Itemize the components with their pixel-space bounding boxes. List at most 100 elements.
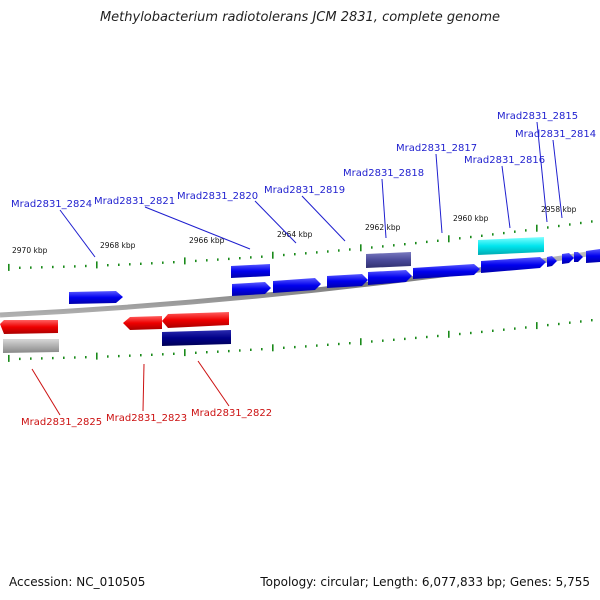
minor-tick	[250, 256, 252, 259]
minor-tick	[514, 230, 516, 233]
major-tick	[96, 261, 98, 269]
minor-tick	[371, 340, 373, 343]
minor-tick	[206, 259, 208, 262]
leader-line	[435, 153, 443, 234]
minor-tick	[151, 262, 153, 265]
minor-tick	[74, 356, 76, 359]
minor-tick	[173, 352, 175, 355]
minor-tick	[415, 336, 417, 340]
gene-label[interactable]: Mrad2831_2825	[21, 417, 102, 428]
gene-label[interactable]: Mrad2831_2822	[191, 408, 272, 419]
gene-label[interactable]: Mrad2831_2814	[515, 129, 596, 140]
leader-line	[301, 195, 346, 242]
minor-tick	[580, 320, 582, 323]
gene-arrow-forward[interactable]	[413, 264, 480, 279]
minor-tick	[261, 348, 263, 351]
gene-label[interactable]: Mrad2831_2816	[464, 155, 545, 166]
gene-arrow-forward[interactable]	[562, 253, 574, 264]
gene-box-highlighted[interactable]	[478, 237, 544, 255]
major-tick	[96, 352, 98, 360]
minor-tick	[393, 244, 395, 247]
gene-label[interactable]: Mrad2831_2824	[11, 199, 92, 210]
minor-tick	[283, 253, 285, 257]
scale-ticks-inner	[8, 319, 593, 362]
minor-tick	[52, 265, 54, 269]
minor-tick	[195, 351, 197, 354]
major-tick	[536, 322, 538, 330]
minor-tick	[470, 331, 472, 335]
leader-line	[501, 165, 511, 229]
minor-tick	[239, 349, 241, 352]
minor-tick	[30, 266, 32, 269]
major-tick	[360, 244, 362, 252]
minor-tick	[129, 354, 131, 357]
minor-tick	[338, 342, 340, 346]
gene-arrow-forward[interactable]	[368, 270, 412, 285]
minor-tick	[393, 338, 395, 341]
minor-tick	[459, 237, 461, 240]
minor-tick	[239, 257, 241, 260]
gene-arrow-reverse[interactable]	[162, 312, 229, 328]
leader-line	[536, 121, 548, 223]
minor-tick	[459, 332, 461, 336]
minor-tick	[503, 231, 505, 235]
minor-tick	[547, 323, 549, 327]
gene-arrow-forward[interactable]	[231, 264, 270, 278]
leader-line	[31, 368, 61, 416]
minor-tick	[228, 257, 230, 261]
gene-arrow-forward[interactable]	[586, 249, 600, 263]
gene-arrow-forward[interactable]	[69, 291, 123, 304]
gene-arrow-reverse[interactable]	[123, 316, 162, 330]
minor-tick	[525, 229, 527, 232]
gene-arrow-forward[interactable]	[574, 252, 583, 262]
minor-tick	[305, 345, 307, 348]
gene-label[interactable]: Mrad2831_2819	[264, 185, 345, 196]
gene-box-slate[interactable]	[366, 252, 411, 268]
leader-line	[381, 178, 387, 239]
reverse-gene-labels: Mrad2831_2825 Mrad2831_2823 Mrad2831_282…	[21, 408, 272, 428]
minor-tick	[349, 342, 351, 345]
kbp-label: 2964 kbp	[277, 230, 313, 239]
kbp-label: 2970 kbp	[12, 246, 48, 255]
gene-arrow-forward[interactable]	[481, 257, 546, 273]
minor-tick	[580, 221, 582, 225]
leader-line	[552, 139, 563, 219]
minor-tick	[327, 250, 329, 253]
gene-arrow-forward[interactable]	[547, 256, 557, 267]
minor-tick	[19, 357, 21, 361]
gene-arrow-forward[interactable]	[327, 274, 368, 288]
minor-tick	[404, 243, 406, 246]
major-tick	[360, 338, 362, 346]
gene-label[interactable]: Mrad2831_2821	[94, 196, 175, 207]
gene-arrow-forward[interactable]	[232, 282, 271, 296]
leader-line	[254, 200, 297, 244]
minor-tick	[492, 233, 494, 236]
gene-label[interactable]: Mrad2831_2815	[497, 111, 578, 122]
minor-tick	[63, 265, 65, 268]
minor-tick	[382, 245, 384, 248]
gene-box-gray[interactable]	[3, 339, 59, 353]
major-tick	[448, 235, 450, 243]
gene-label[interactable]: Mrad2831_2817	[396, 143, 477, 154]
gene-arrow-reverse[interactable]	[0, 320, 58, 334]
kbp-labels: 2970 kbp 2968 kbp 2966 kbp 2964 kbp 2962…	[12, 205, 577, 255]
minor-tick	[316, 344, 318, 347]
gene-label[interactable]: Mrad2831_2820	[177, 191, 258, 202]
minor-tick	[250, 348, 252, 351]
gene-label[interactable]: Mrad2831_2818	[343, 168, 424, 179]
gene-box-dark-blue[interactable]	[162, 330, 231, 346]
accession-text: Accession: NC_010505	[9, 575, 146, 589]
minor-tick	[437, 334, 439, 338]
gene-arrow-forward[interactable]	[273, 278, 321, 293]
minor-tick	[569, 321, 571, 324]
minor-tick	[118, 263, 120, 266]
major-tick	[184, 349, 186, 357]
minor-tick	[503, 328, 505, 331]
minor-tick	[107, 355, 109, 358]
gene-label[interactable]: Mrad2831_2823	[106, 413, 187, 424]
leader-line	[142, 363, 145, 412]
minor-tick	[437, 239, 439, 242]
minor-tick	[404, 337, 406, 341]
kbp-label: 2958 kbp	[541, 205, 577, 214]
